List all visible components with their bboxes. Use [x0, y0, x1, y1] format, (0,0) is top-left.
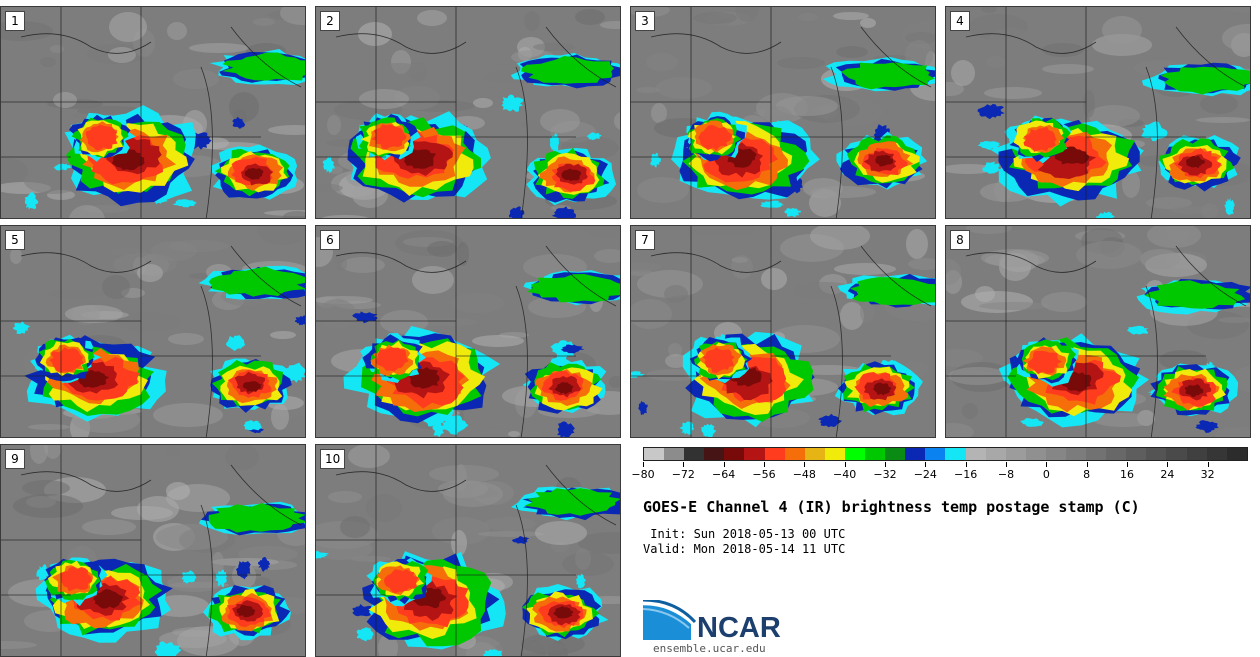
colorbar-tick-label: −40 — [833, 468, 857, 481]
colorbar-tick — [683, 462, 685, 467]
colorbar-segment — [684, 448, 705, 460]
colorbar-tick-label: −16 — [954, 468, 978, 481]
colorbar-segment — [704, 448, 725, 460]
ir-imagery-map — [1, 226, 305, 437]
panel-number: 7 — [635, 230, 655, 250]
panel-number: 3 — [635, 11, 655, 31]
colorbar-tick-label: −64 — [712, 468, 736, 481]
colorbar-segment — [1106, 448, 1127, 460]
colorbar-segment — [744, 448, 765, 460]
colorbar-segment — [965, 448, 986, 460]
colorbar-segment — [1025, 448, 1046, 460]
colorbar-segment — [1045, 448, 1066, 460]
satellite-panel: 3 — [630, 6, 936, 219]
colorbar-tick — [885, 462, 886, 467]
colorbar-tick-label: −80 — [631, 468, 655, 481]
figure-title: GOES-E Channel 4 (IR) brightness temp po… — [643, 498, 1140, 516]
colorbar-segment — [784, 448, 805, 460]
panel-number: 9 — [5, 449, 25, 469]
panel-number: 5 — [5, 230, 25, 250]
satellite-panel: 8 — [945, 225, 1251, 438]
colorbar-tick-label: −24 — [913, 468, 937, 481]
colorbar-segment — [664, 448, 685, 460]
ir-imagery-map — [316, 445, 620, 656]
colorbar-tick — [1006, 462, 1007, 467]
colorbar-tick-label: 24 — [1160, 468, 1175, 481]
colorbar-tick-label: 0 — [1042, 468, 1050, 481]
colorbar-segment — [945, 448, 966, 460]
ncar-logo-text: NCAR — [697, 612, 781, 644]
satellite-panel: 7 — [630, 225, 936, 438]
ncar-logo-icon — [643, 600, 697, 640]
colorbar-tick-label: 16 — [1120, 468, 1134, 481]
colorbar-segment — [1226, 448, 1247, 460]
satellite-panel: 1 — [0, 6, 306, 219]
colorbar-segment — [1086, 448, 1107, 460]
ir-imagery-map — [316, 7, 620, 218]
ir-imagery-map — [1, 7, 305, 218]
ir-imagery-map — [631, 226, 935, 437]
colorbar-tick — [804, 462, 806, 467]
colorbar-segment — [925, 448, 946, 460]
satellite-panel: 6 — [315, 225, 621, 438]
colorbar-tick — [1046, 462, 1048, 467]
ir-imagery-map — [946, 7, 1250, 218]
colorbar-tick-label: −56 — [752, 468, 776, 481]
colorbar-tick — [844, 462, 846, 467]
colorbar-tick-label: −48 — [792, 468, 816, 481]
panel-number: 2 — [320, 11, 340, 31]
satellite-panel: 10 — [315, 444, 621, 657]
colorbar-segment — [844, 448, 866, 460]
colorbar-segment — [885, 448, 906, 460]
satellite-panel: 5 — [0, 225, 306, 438]
valid-time: Valid: Mon 2018-05-14 11 UTC — [643, 542, 846, 556]
init-time: Init: Sun 2018-05-13 00 UTC — [643, 527, 846, 541]
colorbar-segment — [764, 448, 785, 460]
colorbar-segment — [1206, 448, 1227, 460]
colorbar-ticks: −80 −72 −64 −56 −48 −40 −32 −24 −16 −8 0 8 16 24 32 — [631, 462, 1248, 482]
colorbar-tick — [1167, 462, 1169, 467]
colorbar-segment — [724, 448, 745, 460]
ir-imagery-map — [631, 7, 935, 218]
colorbar-segment — [1126, 448, 1147, 460]
colorbar-tick — [965, 462, 967, 467]
colorbar-segment — [1166, 448, 1187, 460]
colorbar-tick — [925, 462, 927, 467]
satellite-panel: 9 — [0, 444, 306, 657]
satellite-panel: 4 — [945, 6, 1251, 219]
colorbar-segment — [1186, 448, 1207, 460]
colorbar-tick-label: −72 — [671, 468, 695, 481]
colorbar-segment — [644, 448, 665, 460]
ir-imagery-map — [316, 226, 620, 437]
colorbar-segment — [1005, 448, 1026, 460]
colorbar-segment — [824, 448, 845, 460]
panel-number: 4 — [950, 11, 970, 31]
site-url: ensemble.ucar.edu — [653, 642, 766, 655]
colorbar-segment — [1146, 448, 1167, 460]
panel-number: 8 — [950, 230, 970, 250]
ir-imagery-map — [1, 445, 305, 656]
colorbar-tick-label: 8 — [1083, 468, 1091, 481]
colorbar-tick-label: 32 — [1200, 468, 1215, 481]
panel-number: 1 — [5, 11, 25, 31]
colorbar-segment — [985, 448, 1006, 460]
colorbar-segment — [905, 448, 926, 460]
colorbar-segment — [804, 448, 825, 460]
panel-number: 6 — [320, 230, 340, 250]
panel-number: 10 — [320, 449, 346, 469]
colorbar-segment — [865, 448, 886, 460]
colorbar-tick — [1207, 462, 1209, 467]
colorbar-segment — [1065, 448, 1087, 460]
colorbar-tick — [1127, 462, 1128, 467]
colorbar-tick-label: −32 — [873, 468, 897, 481]
colorbar-tick — [643, 462, 644, 467]
ir-imagery-map — [946, 226, 1250, 437]
colorbar-tick — [1086, 462, 1088, 467]
satellite-panel: 2 — [315, 6, 621, 219]
temperature-colorbar — [643, 447, 1248, 461]
colorbar-tick-label: −8 — [997, 468, 1015, 481]
colorbar-tick — [723, 462, 725, 467]
colorbar-tick — [764, 462, 765, 467]
